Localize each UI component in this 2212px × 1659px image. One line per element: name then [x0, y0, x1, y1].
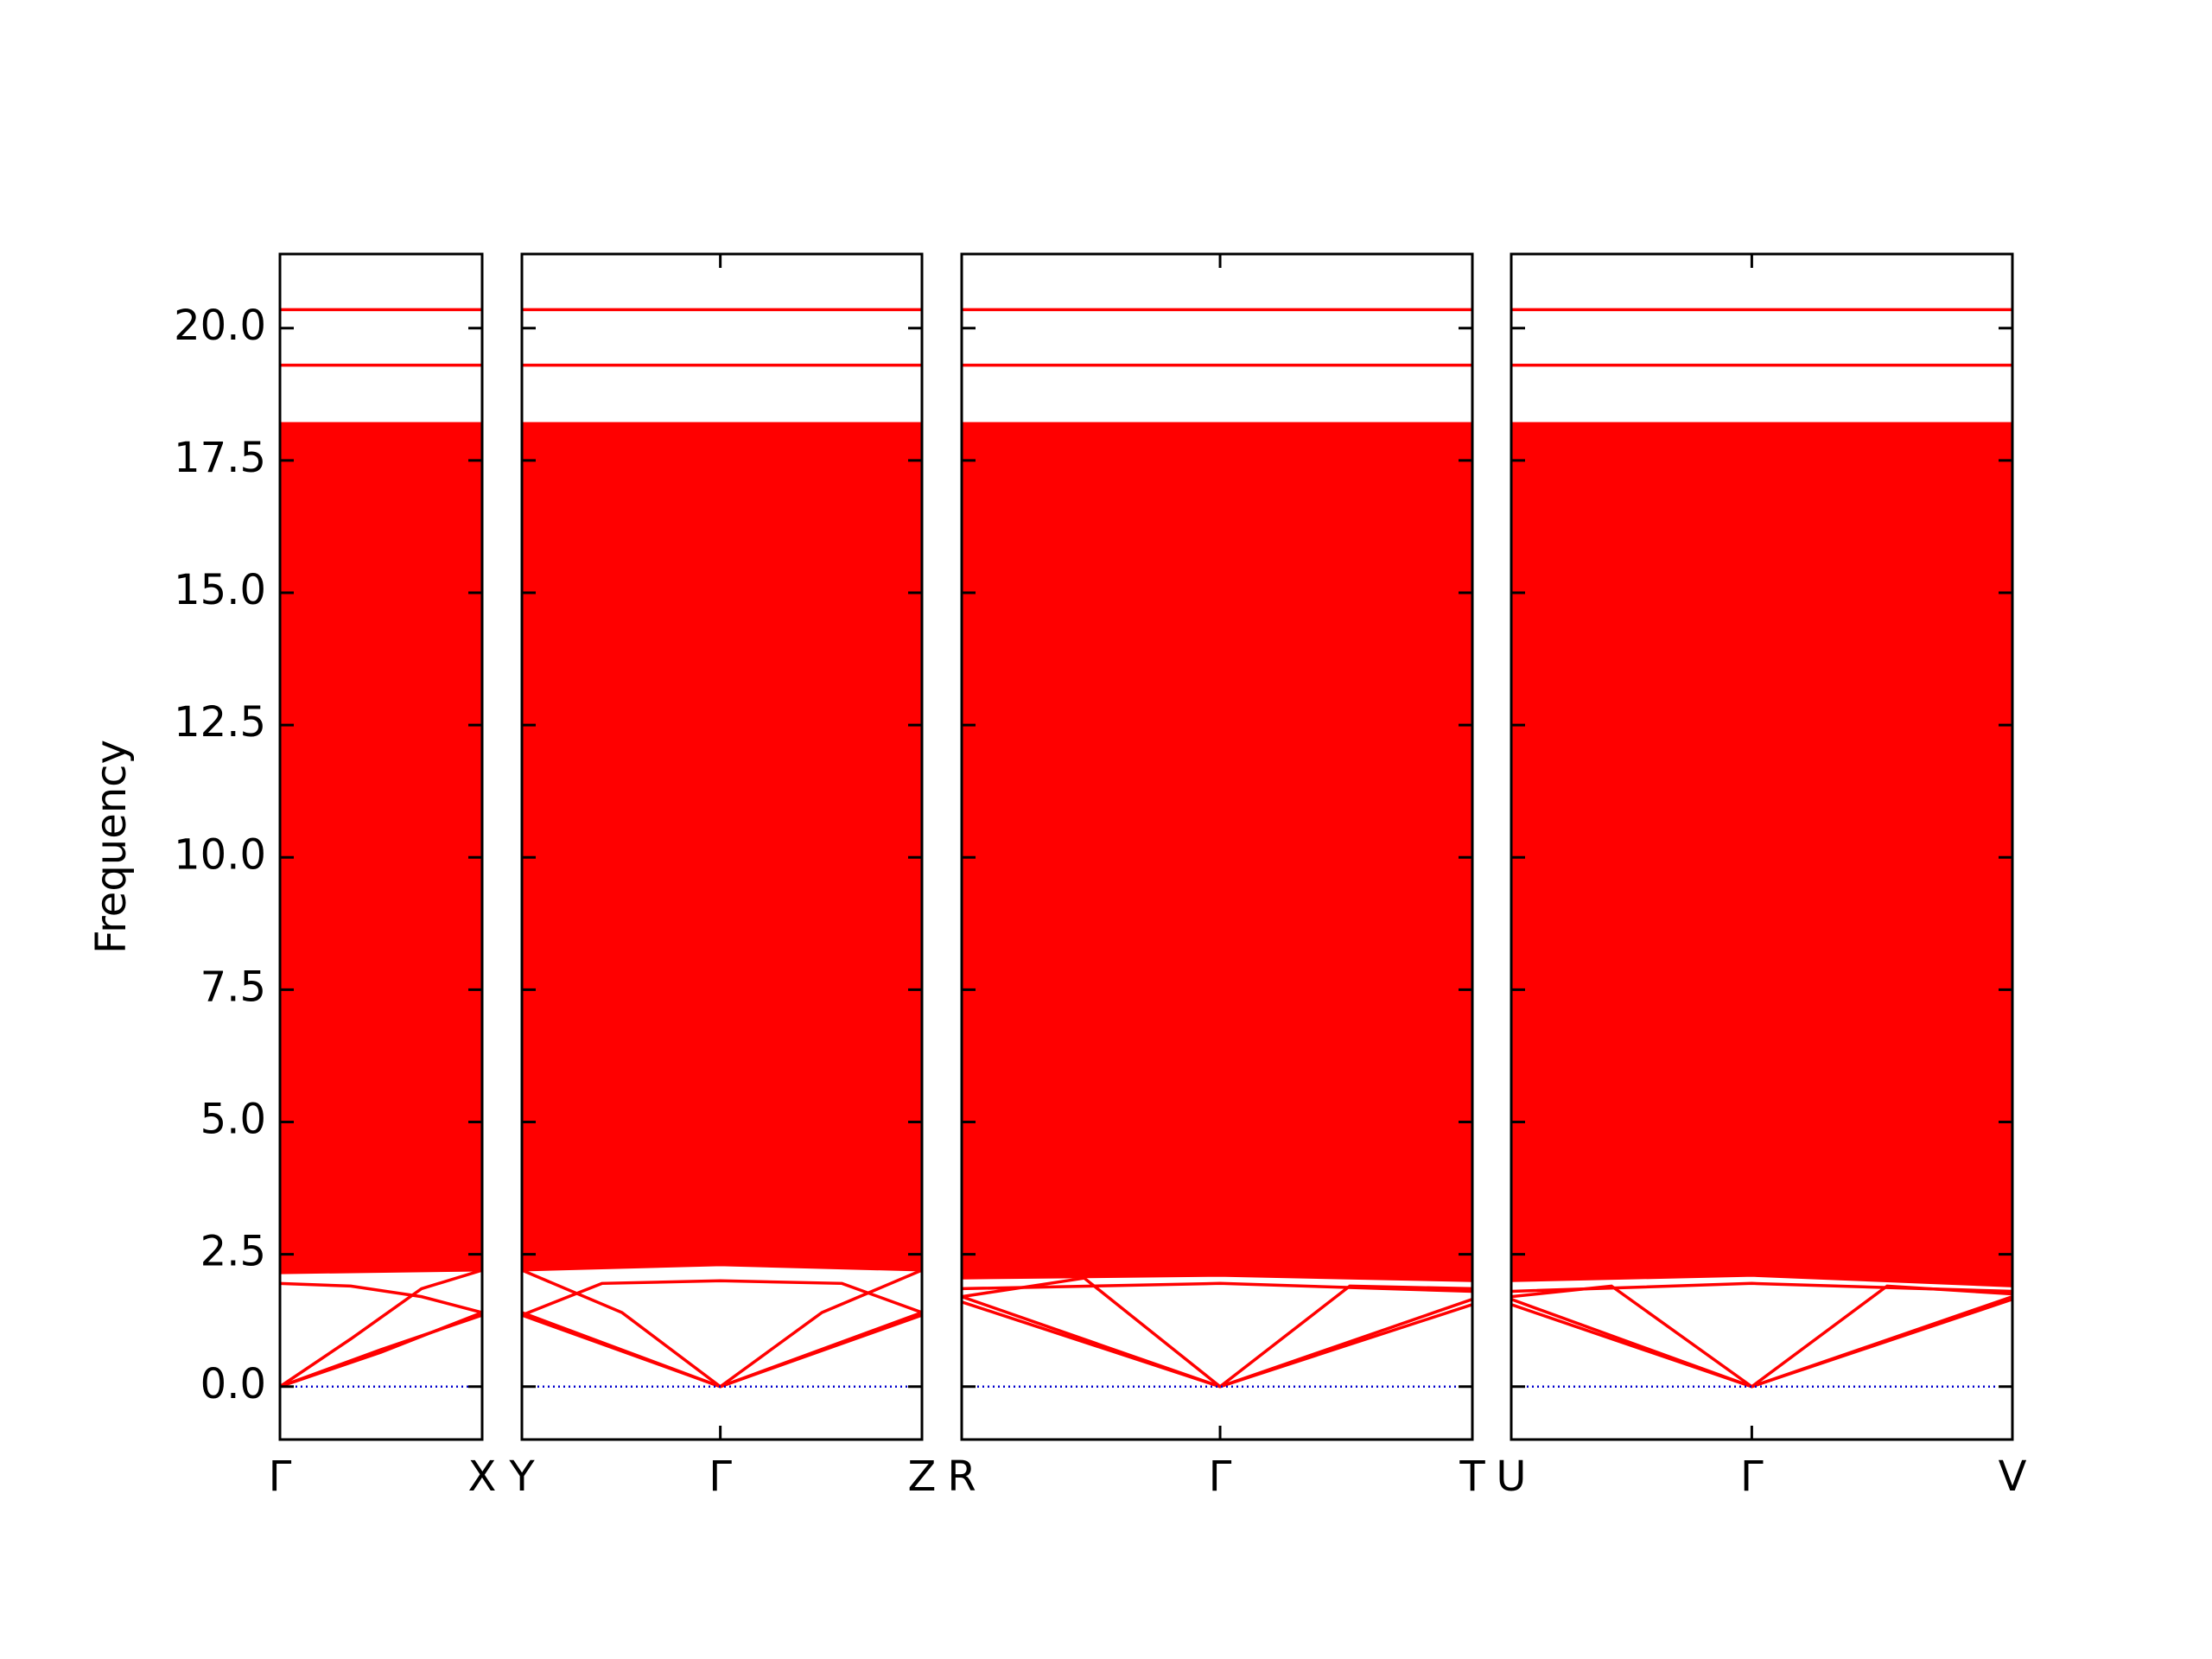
- y-axis-label: Frequency: [87, 740, 136, 954]
- band-line: [962, 1294, 1472, 1389]
- band-line: [719, 1268, 922, 1389]
- y-tick-label: 10.0: [174, 830, 266, 879]
- x-tick-label: R: [947, 1452, 976, 1501]
- band-line: [280, 1311, 482, 1389]
- x-tick-label: U: [1496, 1452, 1526, 1501]
- panel-frame: [1510, 252, 2014, 1441]
- y-tick-label: 17.5: [174, 434, 266, 482]
- band-line: [522, 1311, 922, 1389]
- x-tick-label: Γ: [709, 1452, 732, 1501]
- x-tick-label: X: [468, 1452, 497, 1501]
- x-tick-label: Y: [508, 1452, 535, 1501]
- band-line: [962, 1300, 1472, 1389]
- band-line: [280, 1281, 482, 1314]
- y-tick-label: 5.0: [200, 1096, 266, 1144]
- x-tick-label: Z: [908, 1452, 937, 1501]
- band-line: [522, 1313, 922, 1389]
- band-line: [1511, 1284, 1753, 1389]
- band-line: [1218, 1284, 1472, 1389]
- band-line: [280, 1268, 482, 1389]
- band-line: [1511, 1298, 2012, 1389]
- x-tick-label: Γ: [269, 1452, 292, 1501]
- y-tick-label: 0.0: [200, 1360, 266, 1408]
- band-line: [1511, 1294, 2012, 1389]
- band-continuum: [962, 422, 1472, 1282]
- x-tick-label: V: [1999, 1452, 2027, 1501]
- panel-frame: [960, 252, 1474, 1441]
- y-tick-label: 12.5: [174, 698, 266, 747]
- y-tick-label: 20.0: [174, 302, 266, 350]
- x-tick-label: T: [1459, 1452, 1485, 1501]
- band-line: [962, 1281, 1472, 1294]
- band-line: [522, 1268, 721, 1389]
- band-line: [1511, 1281, 2012, 1294]
- band-continuum: [280, 422, 482, 1274]
- x-tick-label: Γ: [1209, 1452, 1232, 1501]
- band-line: [962, 1276, 1222, 1389]
- band-continuum: [522, 422, 922, 1272]
- panel-frame: [520, 252, 924, 1441]
- y-tick-label: 2.5: [200, 1228, 266, 1276]
- band-line: [522, 1279, 922, 1317]
- panel-frame: [278, 252, 484, 1441]
- band-continuum: [1511, 422, 2012, 1287]
- y-tick-label: 15.0: [174, 566, 266, 614]
- x-tick-label: Γ: [1740, 1452, 1764, 1501]
- y-tick-label: 7.5: [200, 963, 266, 1011]
